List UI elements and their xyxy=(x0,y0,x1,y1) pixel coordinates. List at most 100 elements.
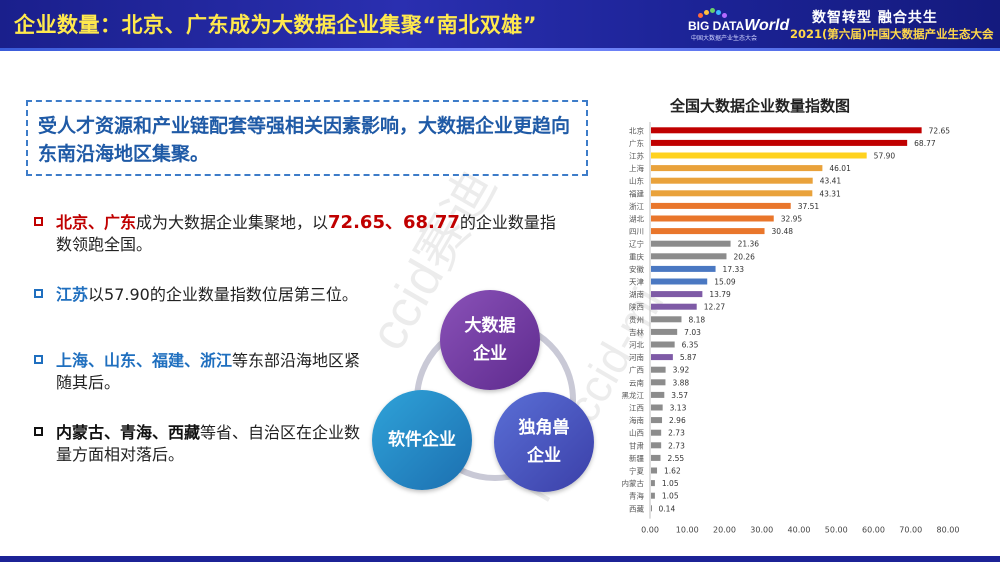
x-tick-label: 0.00 xyxy=(641,526,659,533)
bullet-4-highlight: 内蒙古、青海、西藏 xyxy=(56,423,201,442)
category-label: 天津 xyxy=(629,278,644,287)
category-label: 江西 xyxy=(629,404,644,413)
category-label: 河南 xyxy=(629,352,644,362)
bar xyxy=(651,165,823,172)
circle-right-line2: 企业 xyxy=(527,446,561,466)
bar xyxy=(651,492,655,499)
data-label: 2.55 xyxy=(667,454,684,463)
data-label: 1.05 xyxy=(662,492,679,501)
slogan: 数智转型 融合共生 xyxy=(812,10,938,26)
bar xyxy=(651,139,908,146)
category-label: 吉林 xyxy=(629,327,644,337)
bar xyxy=(651,366,666,373)
category-label: 湖北 xyxy=(629,215,644,224)
bar xyxy=(651,429,662,436)
bar xyxy=(651,454,661,461)
footer-bar xyxy=(0,556,1000,562)
category-label: 四川 xyxy=(629,227,644,236)
data-label: 21.36 xyxy=(738,240,760,249)
header-accent-line xyxy=(0,48,1000,51)
category-label: 山东 xyxy=(629,176,644,186)
category-label: 江苏 xyxy=(629,151,644,161)
bullet-1-highlight: 北京、广东 xyxy=(56,213,137,232)
x-tick-label: 50.00 xyxy=(825,526,848,533)
data-label: 3.57 xyxy=(671,391,688,400)
bar xyxy=(651,467,658,474)
bar xyxy=(651,265,716,272)
logo-text: BIG DATAWorld xyxy=(688,17,790,34)
category-label: 北京 xyxy=(629,125,644,135)
data-label: 8.18 xyxy=(688,315,705,324)
data-label: 1.62 xyxy=(664,467,681,476)
bullet-4: 内蒙古、青海、西藏等省、自治区在企业数量方面相对落后。 xyxy=(34,422,374,466)
bullet-1-text: 成为大数据企业集聚地，以 xyxy=(136,213,329,232)
circle-left-label: 软件企业 xyxy=(388,430,456,450)
bar xyxy=(651,341,675,348)
x-tick-label: 30.00 xyxy=(750,526,773,533)
bar xyxy=(651,328,678,335)
data-label: 2.73 xyxy=(668,441,685,450)
data-label: 13.79 xyxy=(709,290,731,299)
category-label: 新疆 xyxy=(629,453,644,463)
data-label: 43.41 xyxy=(820,177,842,186)
data-label: 68.77 xyxy=(914,139,936,148)
bar xyxy=(651,152,867,159)
slide-header: 企业数量：北京、广东成为大数据企业集聚“南北双雄” BIG DATAWorld … xyxy=(0,0,1000,48)
data-label: 20.26 xyxy=(733,252,755,261)
data-label: 7.03 xyxy=(684,328,701,337)
category-label: 内蒙古 xyxy=(622,478,645,488)
bullet-1-number: 72.65、68.77 xyxy=(328,212,460,233)
bar xyxy=(651,379,666,386)
data-label: 2.96 xyxy=(669,416,686,425)
data-label: 15.09 xyxy=(714,278,736,287)
category-label: 贵州 xyxy=(629,314,644,324)
category-label: 辽宁 xyxy=(629,239,644,249)
category-label: 河北 xyxy=(629,341,644,350)
category-label: 广西 xyxy=(629,365,644,375)
bullet-2: 江苏以57.90的企业数量指数位居第三位。 xyxy=(34,284,364,306)
bar xyxy=(651,505,652,512)
category-label: 西藏 xyxy=(629,503,644,513)
x-tick-label: 10.00 xyxy=(676,526,699,533)
category-label: 广东 xyxy=(629,138,644,148)
bar xyxy=(651,303,697,310)
circle-top-line2: 企业 xyxy=(473,344,507,364)
bar xyxy=(651,417,663,424)
data-label: 57.90 xyxy=(874,152,896,161)
data-label: 37.51 xyxy=(798,202,820,211)
data-label: 2.73 xyxy=(668,429,685,438)
category-label: 上海 xyxy=(629,163,644,173)
bullet-1-text-end: 的企业数量指数领跑全国。 xyxy=(56,213,556,254)
data-label: 3.13 xyxy=(670,404,687,413)
bigdata-world-logo: BIG DATAWorld 中国大数据产业生态大会 xyxy=(688,8,789,42)
category-label: 浙江 xyxy=(629,201,644,211)
bar xyxy=(651,177,813,184)
square-bullet-icon xyxy=(34,355,43,364)
bar xyxy=(651,202,791,209)
bar xyxy=(651,442,662,449)
summary-callout: 受人才资源和产业链配套等强相关因素影响，大数据企业更趋向东南沿海地区集聚。 xyxy=(26,100,588,176)
bar xyxy=(651,291,703,298)
bullet-3-highlight: 上海、山东、福建、浙江 xyxy=(56,351,233,370)
circle-bigdata-enterprise: 大数据 企业 xyxy=(440,290,540,390)
bullet-4-text: 等省、自治区在企业数量方面相对落后。 xyxy=(56,423,361,464)
square-bullet-icon xyxy=(34,217,43,226)
data-label: 3.88 xyxy=(672,378,689,387)
logo-subtitle: 中国大数据产业生态大会 xyxy=(691,35,758,42)
bar xyxy=(651,316,682,323)
category-label: 黑龙江 xyxy=(622,390,645,400)
category-label: 山西 xyxy=(629,428,644,438)
bar xyxy=(651,391,665,398)
bar xyxy=(651,354,673,361)
bullet-2-highlight: 江苏 xyxy=(56,285,89,304)
data-label: 3.92 xyxy=(673,366,690,375)
data-label: 5.87 xyxy=(680,353,697,362)
category-label: 福建 xyxy=(629,188,644,198)
bar xyxy=(651,215,774,222)
category-label: 青海 xyxy=(629,491,644,501)
circle-top-line1: 大数据 xyxy=(464,316,516,336)
category-label: 甘肃 xyxy=(629,440,644,450)
square-bullet-icon xyxy=(34,289,43,298)
data-label: 12.27 xyxy=(704,303,726,312)
x-tick-label: 20.00 xyxy=(713,526,736,533)
